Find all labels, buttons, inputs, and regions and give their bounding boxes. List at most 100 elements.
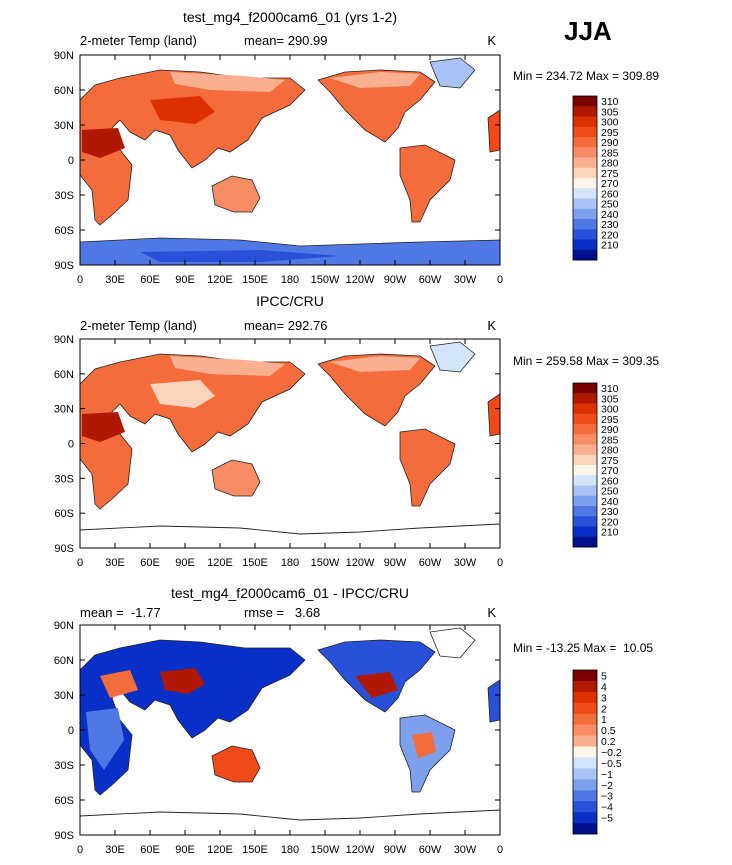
colorbar-label: −3	[601, 791, 613, 803]
colorbar: 3103053002952902852802752702602502402302…	[572, 95, 619, 261]
colorbar-swatch	[573, 116, 597, 128]
lat-tick-label: 90N	[54, 620, 74, 632]
lon-tick-label: 0	[497, 274, 503, 286]
panel-title: IPCC/CRU	[256, 293, 324, 309]
lat-tick-label: 0	[68, 725, 74, 737]
land-africa-mixed	[86, 708, 124, 770]
colorbar-swatch	[573, 424, 597, 435]
colorbar-label: 260	[601, 188, 619, 200]
colorbar-label: 260	[601, 475, 619, 487]
panel-obs: IPCC/CRU 2-meter Temp (land) mean= 292.7…	[54, 293, 660, 569]
colorbar-swatch	[573, 157, 597, 169]
colorbar-swatch	[573, 823, 597, 835]
colorbar-label: 220	[601, 229, 619, 241]
colorbar-label: 0.2	[601, 736, 616, 748]
lon-tick-label: 60W	[419, 557, 442, 569]
panel-left-label: mean = -1.77	[80, 605, 161, 620]
land-mideast-warm	[100, 670, 138, 698]
colorbar-swatch	[573, 137, 597, 148]
lat-tick-label: 30N	[54, 690, 74, 702]
panel-stat-label: mean= 290.99	[244, 33, 327, 48]
panel-units: K	[487, 318, 496, 333]
colorbar-swatch	[573, 106, 597, 117]
colorbar-label: 230	[601, 506, 619, 518]
colorbar-swatch	[573, 746, 597, 758]
land-south-america	[399, 144, 456, 223]
colorbar-label: 275	[601, 168, 619, 180]
colorbar-label: 280	[601, 445, 619, 457]
colorbar: 3103053002952902852802752702602502402302…	[572, 382, 619, 548]
colorbar-label: −2	[601, 780, 613, 792]
panel-left-label: 2-meter Temp (land)	[80, 318, 197, 333]
colorbar-frame	[572, 382, 598, 548]
colorbar-swatch	[573, 444, 597, 456]
lat-tick-label: 30S	[54, 760, 74, 772]
colorbar-label: 2	[601, 703, 607, 715]
lon-tick-label: 120W	[346, 274, 375, 286]
colorbar-swatch	[573, 413, 597, 425]
lon-tick-label: 90E	[175, 557, 195, 569]
colorbar-label: 305	[601, 106, 619, 118]
lon-tick-label: 120W	[346, 557, 375, 569]
lon-tick-label: 90E	[175, 274, 195, 286]
lat-tick-label: 60N	[54, 369, 74, 381]
land-greenland-outline	[429, 627, 476, 659]
colorbar-label: 270	[601, 465, 619, 477]
lon-tick-label: 150W	[311, 844, 340, 856]
colorbar-swatch	[573, 680, 597, 693]
lon-tick-label: 60E	[140, 557, 160, 569]
lon-tick-label: 0	[497, 557, 503, 569]
lon-tick-label: 0	[497, 844, 503, 856]
lat-tick-label: 60N	[54, 85, 74, 97]
panel-model: test_mg4_f2000cam6_01 (yrs 1-2) 2-meter …	[54, 9, 660, 286]
colorbar-swatch	[573, 506, 597, 517]
colorbar-label: 300	[601, 117, 619, 129]
colorbar-swatch	[573, 768, 597, 780]
colorbar-label: 290	[601, 137, 619, 149]
panel-minmax: Min = 259.58 Max = 309.35	[513, 354, 659, 368]
panel-diff: test_mg4_f2000cam6_01 - IPCC/CRU mean = …	[54, 585, 654, 856]
colorbar-swatch	[573, 536, 597, 548]
lat-tick-label: 0	[68, 155, 74, 167]
land-greenland	[429, 57, 476, 89]
colorbar-label: 280	[601, 158, 619, 170]
panel-minmax: Min = 234.72 Max = 309.89	[513, 69, 659, 83]
colorbar-label: 290	[601, 424, 619, 436]
colorbar-label: 275	[601, 455, 619, 467]
colorbar-swatch	[573, 812, 597, 824]
land-eurasia	[80, 639, 306, 796]
season-label: JJA	[564, 16, 612, 46]
panel-minmax: Min = -13.25 Max = 10.05	[513, 641, 653, 655]
lat-tick-label: 60N	[54, 655, 74, 667]
colorbar-swatch	[573, 526, 597, 538]
colorbar-label: 295	[601, 127, 619, 139]
colorbar-swatch	[573, 735, 597, 747]
lat-tick-label: 90S	[54, 830, 74, 842]
colorbar-swatch	[573, 147, 597, 158]
colorbar-swatch	[573, 219, 597, 230]
lon-tick-label: 120E	[207, 844, 233, 856]
land-siberia-cool	[170, 72, 285, 92]
panel-title: test_mg4_f2000cam6_01 - IPCC/CRU	[171, 585, 409, 601]
colorbar-swatch	[573, 790, 597, 802]
map-field	[80, 57, 500, 265]
colorbar-label: 210	[601, 240, 619, 252]
land-north-america	[317, 69, 436, 143]
colorbar-swatch	[573, 779, 597, 791]
colorbar-swatch	[573, 198, 597, 210]
land-sahara-hot	[82, 128, 125, 158]
colorbar-label: −5	[601, 813, 613, 825]
land-sahara-hot	[82, 412, 125, 442]
lon-tick-label: 150E	[242, 557, 268, 569]
land-north-america-cool	[330, 356, 420, 372]
lon-tick-label: 60W	[419, 844, 442, 856]
colorbar-swatch	[573, 383, 597, 394]
land-antarctica-cold	[140, 250, 340, 262]
map-field	[80, 627, 500, 821]
land-africa-east	[487, 679, 500, 723]
lat-tick-label: 30N	[54, 120, 74, 132]
colorbar-swatch	[573, 757, 597, 769]
